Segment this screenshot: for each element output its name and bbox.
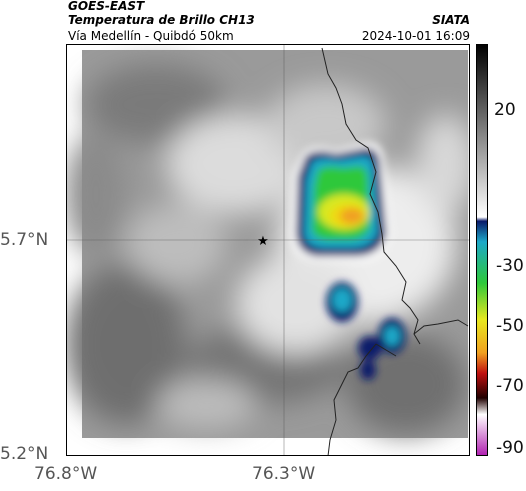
cb-tick-20: 20 — [494, 100, 516, 120]
cb-tick-minus70: -70 — [496, 376, 524, 396]
datetime-label: 2024-10-01 16:09 — [361, 29, 470, 43]
colorbar — [476, 44, 488, 456]
graticule — [66, 44, 470, 456]
boundary-lines — [321, 47, 469, 456]
cb-tick-minus50: -50 — [496, 316, 524, 336]
lat-label-5-2: 5.2°N — [0, 444, 49, 464]
org-label: SIATA — [432, 13, 470, 27]
satellite-map[interactable]: ★ — [66, 44, 470, 456]
lon-label-76-8: 76.8°W — [34, 464, 98, 484]
lat-label-5-7: 5.7°N — [0, 230, 49, 250]
product-title: Temperatura de Brillo CH13 — [68, 13, 255, 27]
cb-tick-minus90: -90 — [496, 438, 524, 458]
lon-label-76-3: 76.3°W — [252, 464, 316, 484]
route-subtitle: Vía Medellín - Quibdó 50km — [68, 29, 234, 43]
star-icon[interactable]: ★ — [257, 234, 269, 249]
cb-tick-minus30: -30 — [496, 256, 524, 276]
convective-cells — [290, 142, 406, 380]
cloud-field — [66, 50, 470, 438]
satellite-title: GOES-EAST — [68, 0, 145, 13]
